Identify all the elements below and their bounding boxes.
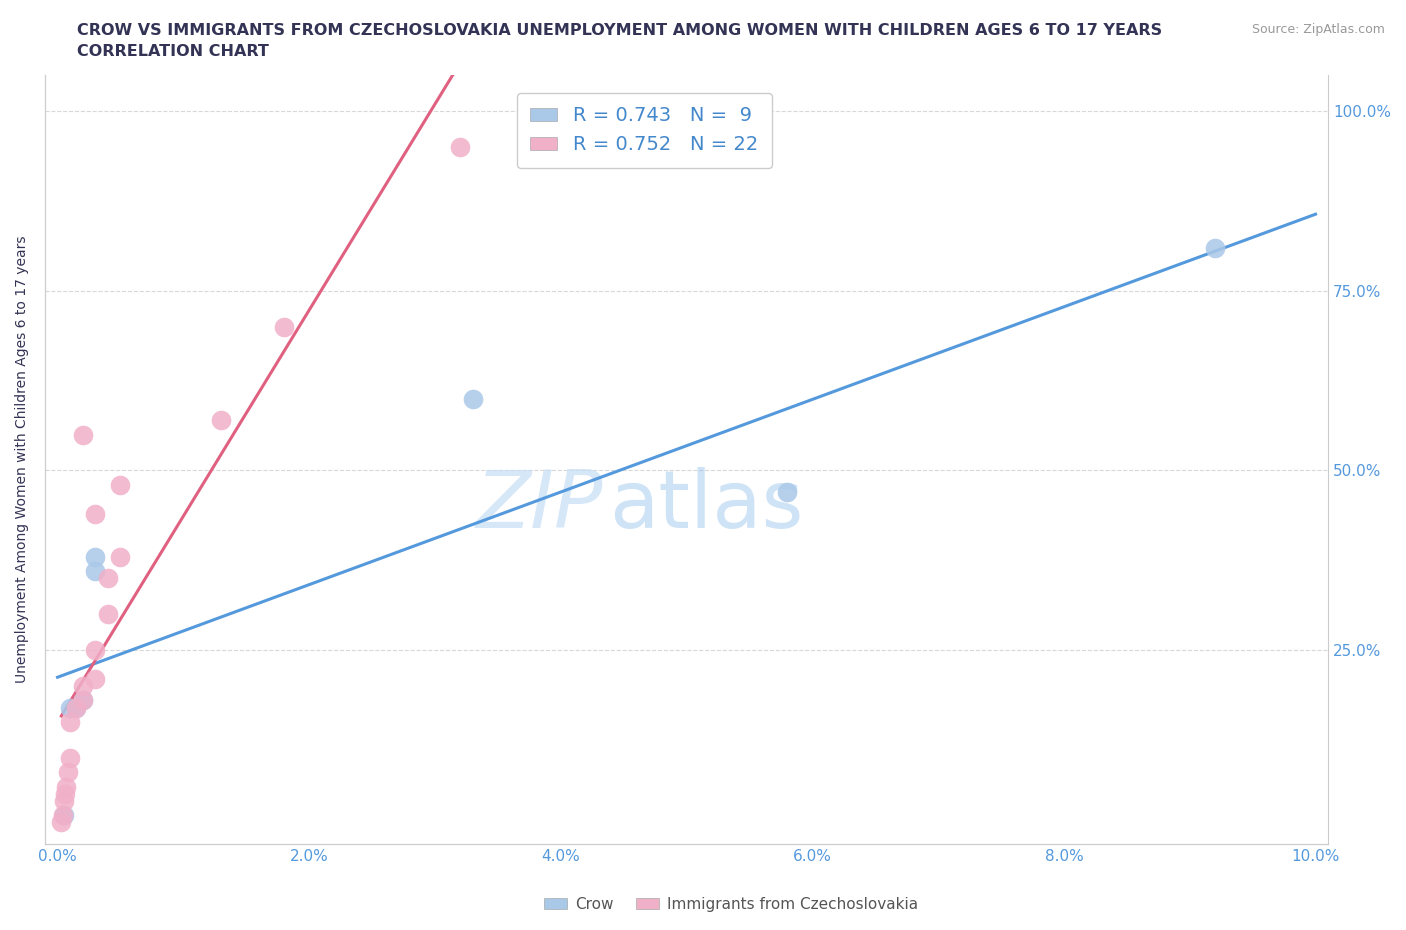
Point <box>51 815 73 830</box>
Point <box>110 550 132 565</box>
Point <box>72 693 94 708</box>
Point <box>65 700 87 715</box>
Point <box>209 413 232 428</box>
Point <box>72 427 94 442</box>
Text: CORRELATION CHART: CORRELATION CHART <box>77 44 269 59</box>
Point <box>776 485 799 499</box>
Point <box>53 786 76 801</box>
Text: CROW VS IMMIGRANTS FROM CZECHOSLOVAKIA UNEMPLOYMENT AMONG WOMEN WITH CHILDREN AG: CROW VS IMMIGRANTS FROM CZECHOSLOVAKIA U… <box>77 23 1163 38</box>
Point <box>97 606 120 621</box>
Point <box>59 714 82 729</box>
Point <box>461 392 484 406</box>
Text: ZIP: ZIP <box>475 467 603 545</box>
Point <box>97 571 120 586</box>
Point <box>65 700 87 715</box>
Y-axis label: Unemployment Among Women with Children Ages 6 to 17 years: Unemployment Among Women with Children A… <box>15 236 30 684</box>
Point <box>84 506 107 521</box>
Point <box>56 764 79 779</box>
Point <box>52 808 75 823</box>
Legend: Crow, Immigrants from Czechoslovakia: Crow, Immigrants from Czechoslovakia <box>538 891 924 918</box>
Point <box>59 751 82 765</box>
Text: atlas: atlas <box>610 467 804 545</box>
Point <box>84 643 107 658</box>
Point <box>72 693 94 708</box>
Point <box>72 679 94 694</box>
Point <box>55 779 77 794</box>
Legend: R = 0.743   N =  9, R = 0.752   N = 22: R = 0.743 N = 9, R = 0.752 N = 22 <box>516 93 772 167</box>
Point <box>84 671 107 686</box>
Text: Source: ZipAtlas.com: Source: ZipAtlas.com <box>1251 23 1385 36</box>
Point <box>449 140 471 154</box>
Point <box>84 550 107 565</box>
Point <box>59 700 82 715</box>
Point <box>1204 240 1226 255</box>
Point <box>110 477 132 492</box>
Point <box>84 564 107 578</box>
Point <box>52 808 75 823</box>
Point <box>52 793 75 808</box>
Point <box>273 319 295 334</box>
